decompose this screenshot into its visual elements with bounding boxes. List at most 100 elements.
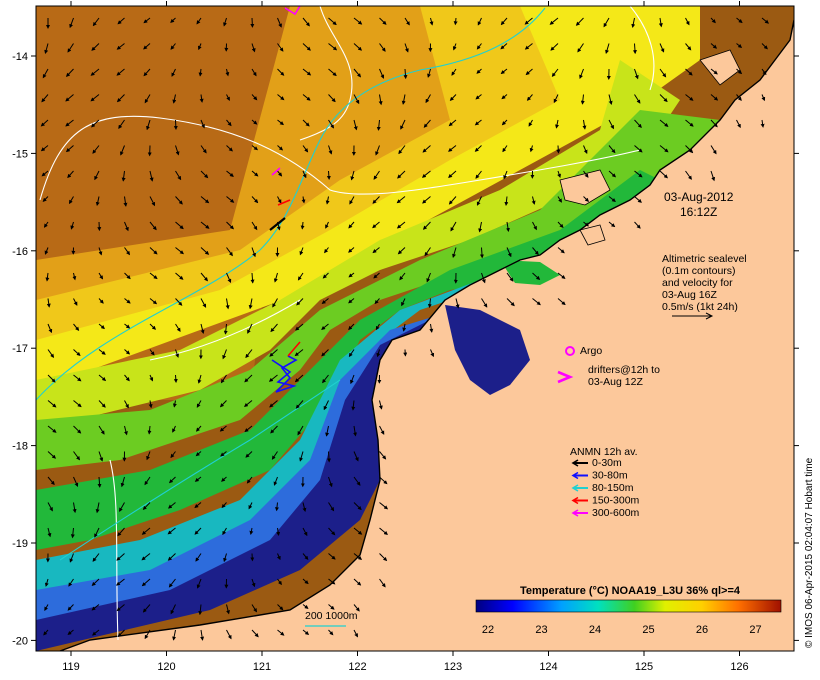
velocity-arrow-icon <box>500 68 508 75</box>
lon-tick-label: 126 <box>730 661 748 673</box>
drifters-line-2: 03-Aug 12Z <box>588 376 643 388</box>
velocity-arrow-icon <box>72 272 77 281</box>
velocity-arrow-icon <box>353 604 360 612</box>
velocity-arrow-icon <box>685 94 694 101</box>
velocity-arrow-icon <box>223 553 227 563</box>
velocity-arrow-icon <box>295 323 304 331</box>
velocity-arrow-icon <box>251 94 258 101</box>
velocity-arrow-icon <box>449 94 457 101</box>
velocity-arrow-icon <box>124 400 129 409</box>
velocity-arrow-icon <box>226 221 235 230</box>
velocity-arrow-icon <box>41 94 49 103</box>
velocity-arrow-icon <box>149 374 154 382</box>
velocity-arrow-icon <box>44 43 49 55</box>
colorbar-tick-label: 22 <box>482 624 494 636</box>
lon-tick-label: 124 <box>539 661 557 673</box>
velocity-arrow-icon <box>220 451 227 457</box>
velocity-arrow-icon <box>116 68 125 76</box>
velocity-arrow-icon <box>94 170 100 181</box>
velocity-arrow-icon <box>421 170 431 178</box>
velocity-arrow-icon <box>424 247 431 257</box>
velocity-arrow-icon <box>328 68 337 77</box>
velocity-arrow-icon <box>302 43 311 51</box>
velocity-arrow-icon <box>43 221 49 228</box>
velocity-arrow-icon <box>297 425 304 436</box>
velocity-arrow-icon <box>379 425 385 435</box>
velocity-arrow-icon <box>452 43 457 51</box>
velocity-arrow-icon <box>326 451 331 463</box>
velocity-arrow-icon <box>200 145 207 154</box>
velocity-arrow-icon <box>323 400 329 411</box>
velocity-arrow-icon <box>97 476 102 488</box>
lat-tick-label: -15 <box>12 148 28 160</box>
velocity-arrow-icon <box>476 68 482 74</box>
velocity-arrow-icon <box>143 17 151 24</box>
velocity-arrow-icon <box>328 476 333 488</box>
velocity-arrow-icon <box>353 578 362 586</box>
lat-tick-label: -18 <box>12 441 28 453</box>
velocity-arrow-icon <box>70 527 75 539</box>
velocity-arrow-icon <box>659 94 668 103</box>
velocity-arrow-icon <box>98 451 104 462</box>
velocity-arrow-icon <box>116 94 125 103</box>
velocity-arrow-icon <box>277 68 285 76</box>
velocity-arrow-icon <box>579 68 584 79</box>
velocity-arrow-icon <box>375 145 380 156</box>
velocity-arrow-icon <box>68 578 74 587</box>
velocity-arrow-icon <box>348 221 355 229</box>
velocity-arrow-icon <box>296 298 304 306</box>
lat-tick-label: -17 <box>12 343 28 355</box>
velocity-arrow-icon <box>348 272 355 278</box>
velocity-arrow-icon <box>123 196 128 207</box>
velocity-arrow-icon <box>67 43 74 53</box>
velocity-arrow-icon <box>532 221 537 231</box>
colorbar-tick-label: 27 <box>749 624 761 636</box>
drifter-marker-icon <box>557 370 574 384</box>
velocity-arrow-icon <box>328 527 336 536</box>
velocity-arrow-icon <box>659 170 668 179</box>
velocity-arrow-icon <box>608 170 617 178</box>
velocity-arrow-icon <box>141 553 151 561</box>
velocity-arrow-icon <box>374 298 380 305</box>
lat-tick-label: -19 <box>12 538 28 550</box>
velocity-arrow-icon <box>90 94 100 102</box>
velocity-arrow-icon <box>736 68 743 75</box>
velocity-arrow-icon <box>632 43 637 55</box>
velocity-arrow-icon <box>277 43 284 52</box>
velocity-arrow-icon <box>710 145 717 155</box>
velocity-arrow-icon <box>685 68 693 76</box>
velocity-arrow-icon <box>474 119 482 126</box>
velocity-arrow-icon <box>91 604 100 611</box>
velocity-arrow-icon <box>226 119 232 127</box>
anmn-swatch-head <box>571 459 579 467</box>
velocity-arrow-icon <box>379 476 388 485</box>
velocity-arrow-icon <box>141 578 151 587</box>
velocity-arrow-icon <box>397 247 406 255</box>
velocity-arrow-icon <box>322 374 329 384</box>
anmn-swatch-head <box>571 484 579 492</box>
velocity-arrow-icon <box>200 272 208 282</box>
velocity-arrow-icon <box>325 425 330 437</box>
velocity-arrow-icon <box>501 94 508 100</box>
velocity-arrow-icon <box>222 349 227 360</box>
velocity-arrow-icon <box>117 17 125 25</box>
velocity-arrow-icon <box>277 629 285 636</box>
velocity-arrow-icon <box>90 68 100 76</box>
velocity-arrow-icon <box>175 221 184 230</box>
velocity-arrow-icon <box>299 451 304 462</box>
velocity-arrow-icon <box>321 349 329 357</box>
lat-tick-label: -14 <box>12 51 28 63</box>
velocity-arrow-icon <box>375 323 380 331</box>
velocity-arrow-icon <box>710 119 718 128</box>
velocity-arrow-icon <box>685 145 694 154</box>
velocity-arrow-icon <box>219 425 227 432</box>
velocity-arrow-icon <box>328 94 336 103</box>
velocity-arrow-icon <box>173 374 178 384</box>
velocity-arrow-icon <box>226 247 233 257</box>
velocity-arrow-icon <box>273 272 278 283</box>
velocity-arrow-icon <box>168 476 176 484</box>
velocity-arrow-icon <box>302 527 308 537</box>
velocity-arrow-icon <box>141 527 151 535</box>
velocity-arrow-icon <box>149 247 158 255</box>
argo-label: Argo <box>580 345 602 357</box>
